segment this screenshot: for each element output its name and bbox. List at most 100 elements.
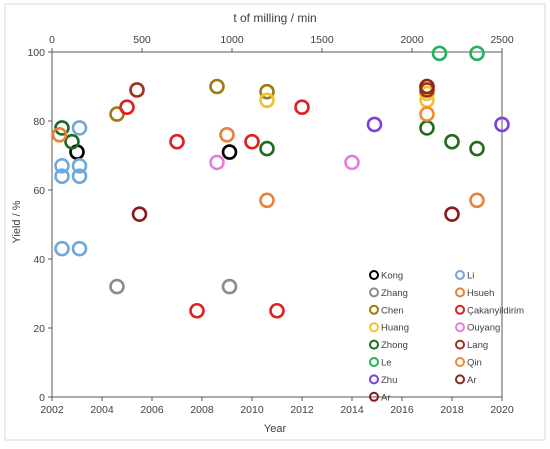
data-point (469, 140, 485, 157)
data-point (444, 206, 460, 222)
top-tick-label: 1500 (310, 34, 334, 46)
legend-label: Lang (467, 340, 488, 351)
legend-label: Huang (381, 323, 409, 334)
data-point (444, 133, 460, 150)
data-point (169, 133, 185, 150)
y-tick-label: 60 (33, 185, 45, 197)
data-point (64, 133, 80, 150)
y-tick-label: 80 (33, 116, 45, 128)
legend-marker (369, 270, 379, 280)
legend-marker (455, 357, 465, 367)
data-point (221, 144, 238, 160)
y-tick-label: 0 (39, 392, 45, 404)
points-layer (51, 45, 510, 319)
legend-marker (369, 374, 379, 385)
data-point (189, 302, 205, 319)
data-point (259, 140, 275, 157)
legend-label: Ar (467, 375, 477, 386)
legend-label: Zhong (381, 340, 408, 351)
top-tick-label: 2500 (490, 34, 514, 46)
legend-marker (455, 322, 465, 333)
legend-label: Hsueh (467, 288, 494, 299)
data-point (344, 154, 360, 171)
plot-area-frame (51, 51, 503, 398)
data-point (294, 99, 310, 115)
legend-label: Li (467, 271, 474, 282)
data-point (129, 82, 145, 98)
y-tick-label: 20 (33, 323, 45, 335)
legend-marker (369, 339, 379, 350)
data-point (221, 278, 238, 295)
data-point (219, 127, 235, 143)
legend-marker (369, 357, 379, 367)
x-tick-label: 2016 (390, 404, 414, 416)
data-point (54, 158, 70, 174)
data-point (244, 133, 260, 150)
y-axis-label: Yield / % (11, 200, 23, 243)
data-point (259, 83, 275, 100)
data-point (259, 92, 275, 109)
data-point (209, 78, 225, 95)
x-tick-label: 2020 (490, 404, 514, 416)
data-point (269, 302, 285, 319)
legend-marker (455, 339, 465, 350)
data-point (131, 206, 148, 222)
legend-label: Ouyang (467, 323, 500, 334)
data-point (51, 127, 68, 143)
y-tick-label: 100 (27, 47, 45, 59)
data-point (54, 240, 70, 257)
data-point (494, 116, 510, 133)
data-point (431, 45, 448, 62)
x-tick-label: 2018 (440, 404, 464, 416)
top-tick-label: 0 (49, 34, 55, 46)
data-point (71, 158, 88, 174)
legend-marker (369, 304, 379, 315)
x-tick-label: 2008 (190, 404, 214, 416)
top-tick-label: 2000 (400, 34, 424, 46)
data-point (469, 45, 485, 62)
legend-label: Çakanyildirim (467, 305, 524, 316)
data-point (71, 168, 88, 184)
data-point (419, 78, 435, 95)
data-point (209, 154, 225, 171)
legend-marker (369, 322, 379, 333)
legend-marker (455, 304, 465, 315)
legend-label: Kong (381, 271, 403, 282)
legend: Kong Zhang Chen Huang Zhong Le Zhu Ar Li Hsueh Çak… (369, 270, 524, 403)
legend-marker (455, 287, 465, 298)
chart-border (4, 3, 546, 441)
legend-marker (369, 391, 379, 402)
top-tick-label: 500 (133, 34, 151, 46)
x-tick-label: 2002 (40, 404, 64, 416)
legend-marker (369, 287, 379, 298)
top-tick-label: 1000 (220, 34, 244, 46)
axes-layer: 2002 2004 2006 2008 2010 2012 2014 2016 2018 2020… (27, 34, 513, 416)
x-tick-label: 2004 (90, 404, 114, 416)
data-point (419, 106, 435, 122)
legend-label: Ar (381, 392, 391, 403)
x-tick-label: 2006 (140, 404, 164, 416)
data-point (109, 278, 125, 295)
legend-label: Chen (381, 305, 404, 316)
x-tick-label: 2014 (340, 404, 364, 416)
x-axis-label: Year (264, 423, 287, 435)
data-point (71, 240, 88, 257)
top-axis-label: t of milling / min (233, 11, 316, 25)
data-point (119, 99, 135, 115)
x-tick-label: 2010 (240, 404, 264, 416)
data-point (366, 116, 383, 133)
x-tick-label: 2012 (290, 404, 314, 416)
data-point (71, 120, 88, 136)
legend-label: Le (381, 358, 392, 369)
data-point (469, 192, 485, 209)
y-tick-label: 40 (33, 254, 45, 266)
data-point (259, 192, 275, 209)
data-point (54, 120, 70, 136)
legend-marker (455, 270, 465, 280)
legend-marker (455, 374, 465, 385)
data-point (54, 168, 70, 184)
legend-label: Zhang (381, 288, 408, 299)
